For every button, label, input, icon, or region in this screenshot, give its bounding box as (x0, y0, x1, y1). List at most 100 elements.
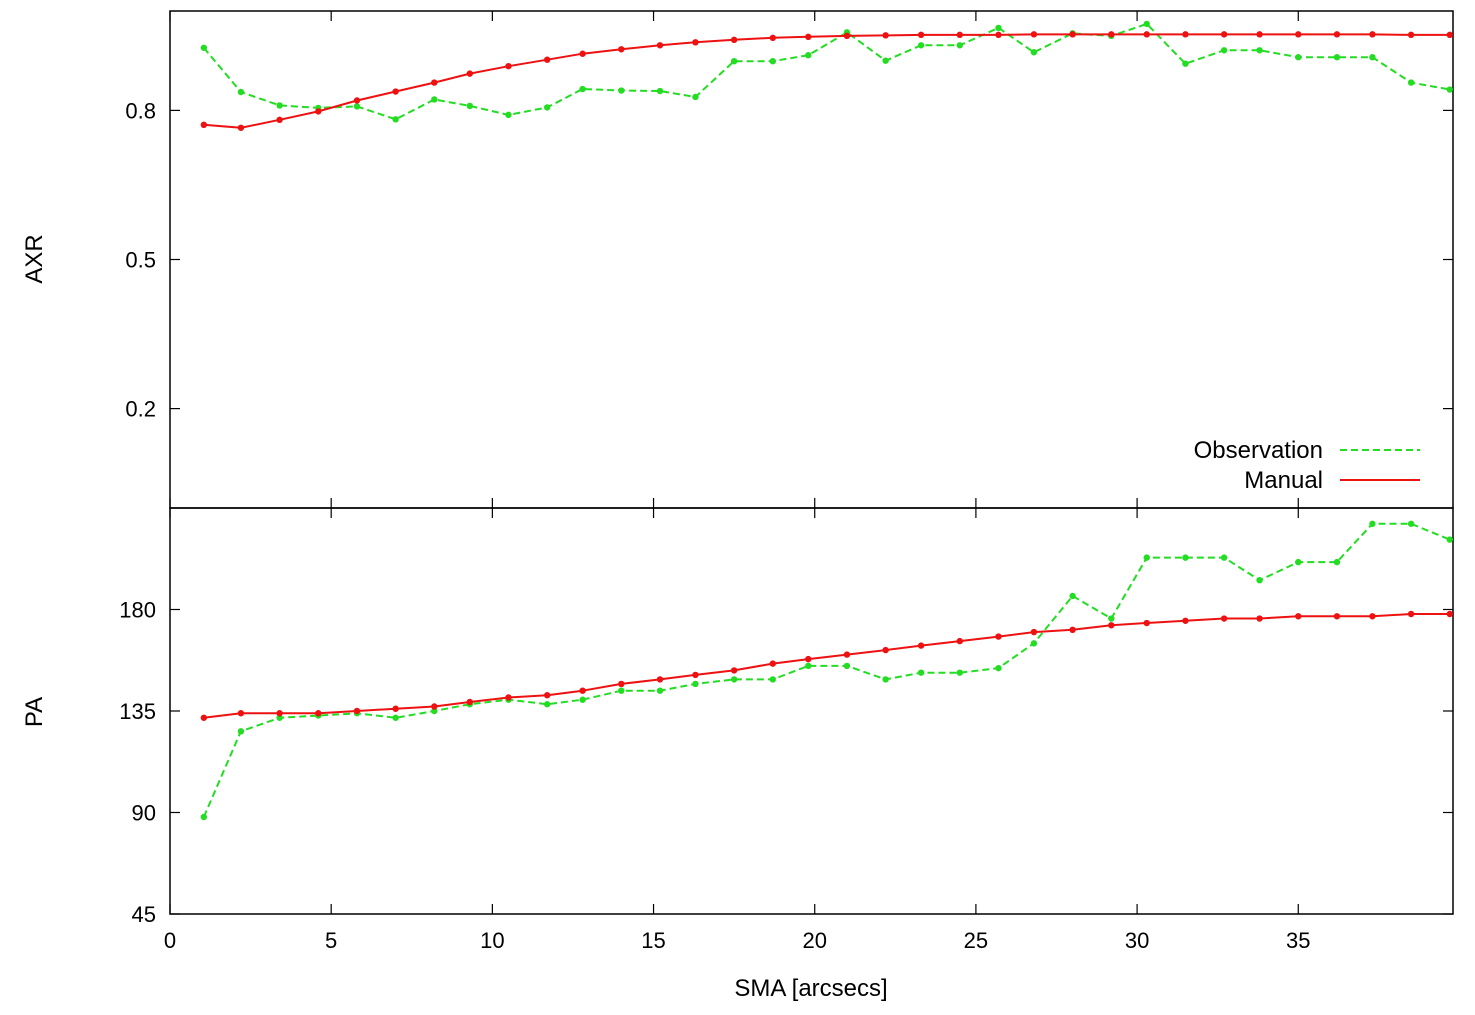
pa-data-point-manual (353, 707, 361, 715)
axr-series-line-manual (203, 33, 1450, 129)
axr-data-point-manual (843, 32, 851, 40)
pa-data-point-manual (1369, 613, 1376, 620)
pa-data-point-observation (882, 676, 889, 683)
axr-y-tick-label: 0.8 (125, 98, 156, 123)
axr-data-point-manual (1333, 31, 1341, 38)
pa-data-point-manual (431, 703, 438, 710)
axr-data-point-observation (353, 103, 361, 110)
pa-data-point-observation (579, 696, 586, 703)
pa-data-point-manual (956, 637, 963, 645)
axr-series-line-observation (203, 22, 1450, 121)
axr-plot-frame (169, 10, 1454, 509)
axr-data-point-manual (1182, 31, 1189, 38)
pa-data-point-manual (315, 710, 322, 717)
pa-data-point-observation (769, 676, 777, 683)
pa-data-point-observation (1295, 558, 1302, 566)
axr-data-point-observation (200, 44, 208, 51)
x-tick-label: 10 (480, 928, 504, 953)
pa-data-point-observation (237, 728, 245, 735)
axr-data-point-observation (431, 96, 438, 103)
axr-data-point-manual (237, 124, 245, 131)
axr-y-tick-label: 0.2 (125, 397, 156, 422)
pa-data-point-observation (1446, 536, 1453, 543)
legend: Observation Manual (1194, 437, 1420, 494)
pa-y-tick-label: 135 (119, 699, 156, 724)
pa-data-point-manual (692, 671, 699, 679)
axr-data-point-observation (1407, 79, 1415, 86)
axr-data-point-observation (730, 57, 738, 65)
pa-data-point-manual (917, 642, 925, 649)
pa-data-point-manual (1030, 628, 1038, 636)
axr-data-point-observation (995, 24, 1002, 32)
axr-data-point-manual (1069, 31, 1076, 38)
axr-data-point-observation (805, 52, 812, 59)
pa-data-point-manual (656, 676, 664, 683)
axr-data-point-observation (505, 111, 512, 119)
pa-data-point-observation (1108, 615, 1115, 622)
axr-data-point-observation (1333, 54, 1341, 61)
pa-data-point-manual (1256, 615, 1263, 622)
axr-data-point-manual (917, 31, 925, 39)
pa-y-tick-label: 180 (119, 598, 156, 623)
pa-data-point-manual (1182, 617, 1189, 624)
axr-data-point-manual (466, 70, 473, 77)
x-tick-label: 20 (802, 928, 826, 953)
axr-data-point-observation (656, 87, 664, 95)
pa-data-point-manual (769, 660, 777, 667)
x-tick-label: 5 (325, 928, 337, 953)
axr-data-point-manual (1256, 31, 1263, 38)
pa-data-point-manual (1143, 619, 1150, 627)
pa-data-point-observation (730, 676, 738, 683)
axr-data-point-observation (618, 87, 625, 94)
bottom-panel-pa: 45 90 135 180 0 5 10 15 20 25 30 35 (119, 507, 1454, 953)
axr-data-point-manual (315, 108, 322, 115)
axr-data-point-observation (1369, 54, 1376, 61)
axr-data-point-manual (882, 32, 889, 39)
pa-data-point-observation (431, 707, 438, 715)
pa-y-tick-label: 90 (132, 801, 156, 826)
pa-data-point-manual (1069, 626, 1076, 633)
pa-data-point-observation (1407, 520, 1415, 527)
axr-data-point-observation (1220, 47, 1228, 54)
pa-data-point-manual (466, 698, 473, 706)
axr-data-point-observation (1182, 60, 1189, 67)
legend-label-manual: Manual (1244, 467, 1323, 494)
axr-data-point-observation (1446, 86, 1453, 93)
top-panel-axr: 0.2 0.5 0.8 (125, 10, 1454, 509)
pa-data-point-observation (692, 680, 699, 688)
pa-data-point-observation (1182, 554, 1189, 561)
axr-data-point-manual (392, 88, 399, 95)
pa-data-point-manual (995, 633, 1002, 640)
axr-data-point-manual (956, 31, 963, 39)
pa-data-point-observation (543, 701, 551, 708)
axr-data-point-manual (353, 97, 361, 104)
axr-data-point-manual (1030, 31, 1038, 38)
pa-data-point-manual (1220, 615, 1228, 622)
x-tick-label: 25 (964, 928, 988, 953)
axr-data-point-manual (769, 34, 777, 42)
pa-data-point-manual (200, 714, 208, 721)
pa-data-point-manual (392, 705, 399, 712)
pa-data-point-observation (1369, 520, 1376, 527)
axr-data-point-observation (882, 57, 889, 64)
axr-data-point-observation (956, 42, 963, 49)
axr-y-tick-label: 0.5 (125, 248, 156, 273)
axr-data-point-manual (431, 79, 438, 86)
pa-data-point-manual (1446, 610, 1453, 618)
x-tick-label: 15 (641, 928, 665, 953)
axr-data-point-manual (730, 36, 738, 44)
axr-data-point-manual (1143, 31, 1150, 38)
pa-data-point-manual (543, 692, 551, 699)
axr-data-point-manual (618, 46, 625, 53)
x-tick-label: 35 (1286, 928, 1310, 953)
y-axis-label-axr: AXR (21, 234, 48, 283)
pa-data-point-manual (276, 710, 283, 717)
axr-data-point-observation (1030, 49, 1038, 56)
axr-data-point-manual (579, 50, 586, 57)
pa-data-point-manual (237, 710, 245, 717)
x-tick-label: 0 (164, 928, 176, 953)
y-axis-label-pa: PA (21, 697, 48, 727)
axr-data-point-manual (995, 31, 1002, 39)
pa-data-point-observation (805, 662, 812, 670)
